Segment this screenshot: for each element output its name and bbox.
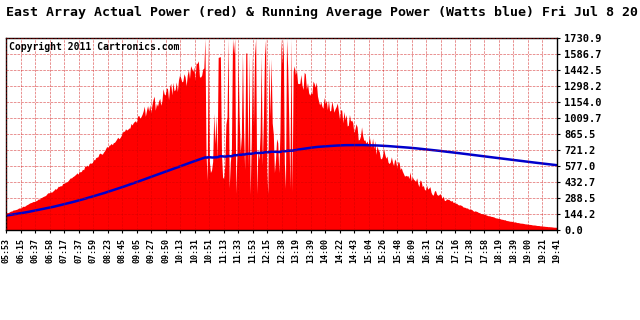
Text: Copyright 2011 Cartronics.com: Copyright 2011 Cartronics.com [9, 42, 180, 52]
Text: East Array Actual Power (red) & Running Average Power (Watts blue) Fri Jul 8 20:: East Array Actual Power (red) & Running … [6, 6, 640, 20]
